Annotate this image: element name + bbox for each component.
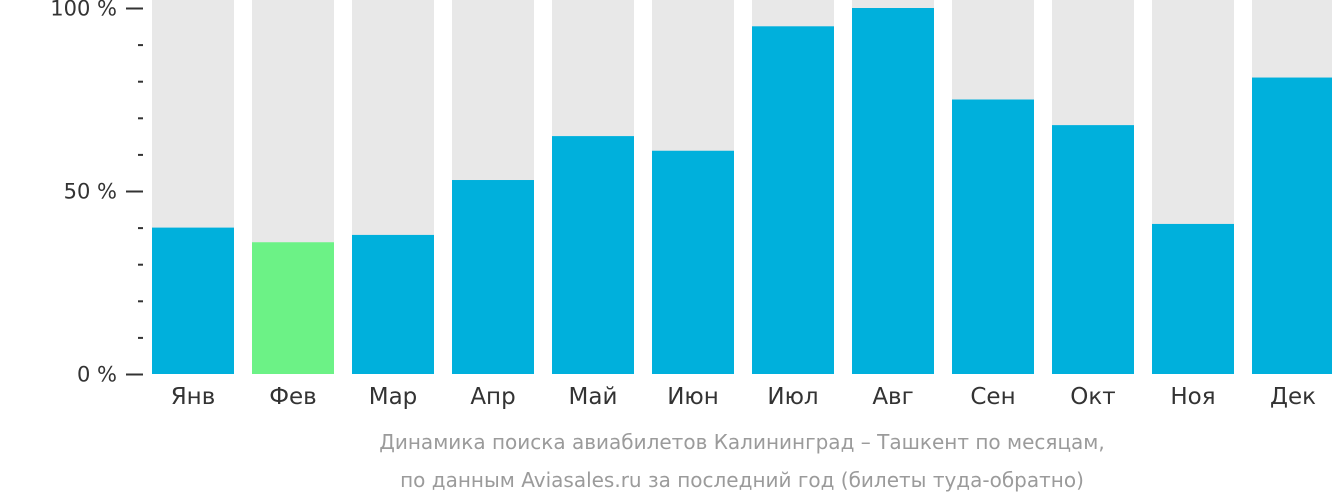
x-tick-label: Июн bbox=[667, 384, 719, 410]
y-axis: 100 % 50 % 0 % bbox=[50, 0, 143, 387]
x-tick-label: Сен bbox=[970, 384, 1015, 410]
x-axis-labels: Янв Фев Мар Апр Май Июн Июл Авг Сен Окт Ноя Дек bbox=[171, 384, 1316, 410]
bar-chart: 100 % 50 % 0 % Янв Фев Мар Апр Май Июн Июл Авг Сен… bbox=[50, 0, 1332, 410]
x-tick-label: Янв bbox=[171, 384, 216, 410]
y-tick-label: 0 % bbox=[77, 363, 117, 387]
bar-4 bbox=[452, 180, 534, 374]
bar-7 bbox=[752, 26, 834, 375]
x-tick-label: Май bbox=[569, 384, 618, 410]
bar-3 bbox=[352, 234, 434, 374]
y-tick-label: 50 % bbox=[64, 180, 117, 204]
x-tick-label: Фев bbox=[269, 384, 317, 410]
x-tick-label: Июл bbox=[767, 384, 818, 410]
bar-9 bbox=[952, 99, 1034, 374]
bar-11 bbox=[1152, 223, 1234, 374]
x-tick-label: Ноя bbox=[1170, 384, 1215, 410]
x-tick-label: Апр bbox=[470, 384, 515, 410]
bars-group bbox=[152, 0, 1332, 375]
bar-6 bbox=[652, 150, 734, 374]
chart-caption-line-1: Динамика поиска авиабилетов Калининград … bbox=[379, 430, 1105, 454]
x-tick-label: Мар bbox=[369, 384, 418, 410]
bar-10 bbox=[1052, 125, 1134, 375]
x-tick-label: Дек bbox=[1270, 384, 1316, 410]
bar-8 bbox=[852, 8, 934, 374]
x-tick-label: Авг bbox=[872, 384, 913, 410]
bar-5 bbox=[552, 136, 634, 374]
bar-2 bbox=[252, 242, 334, 374]
bar-12 bbox=[1252, 77, 1332, 374]
bar-1 bbox=[152, 227, 234, 374]
chart-caption-line-2: по данным Aviasales.ru за последний год … bbox=[400, 468, 1084, 492]
x-tick-label: Окт bbox=[1070, 384, 1115, 410]
y-tick-label: 100 % bbox=[50, 0, 117, 21]
